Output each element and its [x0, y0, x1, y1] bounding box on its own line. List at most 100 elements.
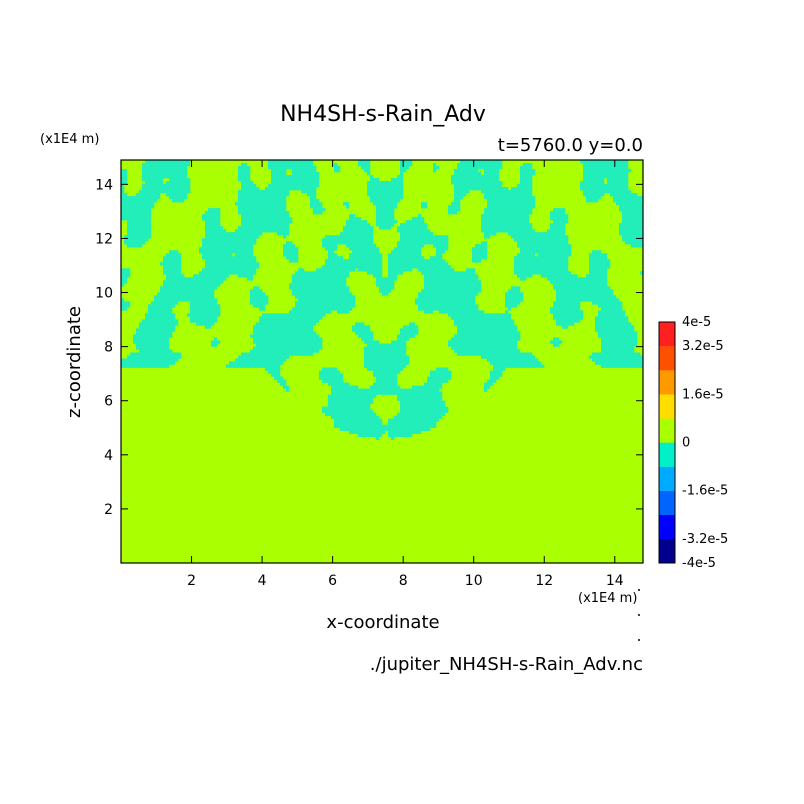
heatmap-cell-run	[505, 310, 509, 314]
heatmap-cell-run	[397, 229, 431, 233]
heatmap-cell-run	[379, 226, 392, 230]
heatmap-cell-run	[430, 256, 443, 260]
heatmap-cell-run	[163, 256, 182, 260]
heatmap-cell-run	[601, 307, 623, 311]
heatmap-cell-run	[514, 238, 569, 242]
heatmap-cell-run	[250, 301, 269, 305]
y-tick-label: 2	[104, 502, 113, 518]
heatmap-cell-run	[292, 277, 347, 281]
heatmap-cell-run	[121, 358, 179, 362]
heatmap-cell-run	[319, 373, 344, 377]
heatmap-cell-run	[346, 220, 368, 224]
heatmap-cell-run	[400, 406, 449, 410]
heatmap-cell-run	[550, 214, 569, 218]
heatmap-cell-run	[121, 277, 128, 281]
heatmap-cell-run	[241, 220, 293, 224]
heatmap-cell-run	[121, 274, 131, 278]
heatmap-cell-run	[430, 373, 452, 377]
heatmap-cell-run	[364, 169, 371, 173]
heatmap-cell-run	[484, 385, 491, 389]
heatmap-cell-run	[253, 286, 260, 290]
heatmap-cell-run	[376, 379, 398, 383]
heatmap-cell-run	[169, 196, 188, 200]
heatmap-cell-run	[367, 271, 383, 275]
heatmap-cell-run	[391, 250, 422, 254]
heatmap-cell-run	[202, 217, 221, 221]
heatmap-cell-run	[154, 298, 218, 302]
colorbar-segment	[659, 322, 675, 347]
heatmap-cell-run	[514, 262, 569, 266]
x-tick-label: 4	[258, 573, 267, 589]
heatmap-cell-run	[148, 304, 176, 308]
heatmap-cell-run	[292, 169, 317, 173]
heatmap-cell-run	[241, 223, 290, 227]
heatmap-cell-run	[211, 343, 218, 347]
heatmap-cell-run	[400, 409, 449, 413]
heatmap-cell-run	[346, 223, 371, 227]
x-tick-label: 12	[535, 573, 553, 589]
heatmap-cell-run	[589, 259, 611, 263]
heatmap-cell-run	[622, 217, 644, 221]
heatmap-cell-run	[622, 235, 644, 239]
heatmap-cell-run	[250, 298, 269, 302]
heatmap-cell-run	[325, 235, 374, 239]
heatmap-cell-run	[373, 370, 401, 374]
heatmap-cell-run	[163, 271, 182, 275]
heatmap-cell-run	[472, 259, 482, 263]
heatmap-cell-run	[253, 340, 323, 344]
heatmap-cell-run	[505, 304, 518, 308]
heatmap-cell-run	[121, 271, 131, 275]
heatmap-cell-run	[238, 355, 290, 359]
heatmap-cell-run	[454, 349, 521, 353]
heatmap-cell-run	[139, 190, 191, 194]
heatmap-cell-run	[601, 343, 638, 347]
colorbar-tick-label: 4e-5	[682, 315, 711, 330]
colorbar-tick-label: 3.2e-5	[682, 339, 724, 354]
heatmap-cell-run	[205, 223, 221, 227]
heatmap-cell-run	[376, 211, 395, 215]
colorbar-segment	[659, 538, 675, 564]
heatmap-cell-run	[601, 340, 638, 344]
heatmap-cell-run	[433, 169, 437, 173]
heatmap-cell-run	[205, 226, 224, 230]
x-tick-label: 6	[328, 573, 337, 589]
heatmap-cell-run	[283, 244, 296, 248]
colorbar-segment	[659, 418, 675, 443]
heatmap-cell-run	[553, 337, 560, 341]
heatmap-cell-run	[121, 307, 128, 311]
heatmap-cell-run	[508, 307, 512, 311]
heatmap-cell-run	[475, 244, 488, 248]
heatmap-cell-run	[286, 241, 293, 245]
heatmap-cell-run	[358, 433, 383, 437]
heatmap-cell-run	[295, 304, 356, 308]
heatmap-cell-run	[256, 322, 317, 326]
heatmap-cell-run	[379, 289, 392, 293]
heatmap-cell-run	[319, 370, 341, 374]
heatmap-cell-run	[268, 163, 314, 167]
heatmap-cell-run	[595, 319, 629, 323]
heatmap-cell-run	[595, 316, 629, 320]
heatmap-cell-run	[622, 220, 644, 224]
heatmap-cell-run	[325, 412, 377, 416]
heatmap-cell-run	[322, 238, 374, 242]
heatmap-cell-run	[121, 364, 170, 368]
heatmap-cell-run	[550, 223, 566, 227]
heatmap-cell-run	[601, 337, 638, 341]
heatmap-cell-run	[424, 310, 434, 314]
heatmap-cell-run	[493, 367, 506, 371]
heatmap-cell-run	[121, 268, 131, 272]
heatmap-cell-run	[364, 349, 407, 353]
heatmap-cell-run	[226, 364, 281, 368]
heatmap-cell-run	[424, 286, 482, 290]
heatmap-cell-run	[331, 415, 380, 419]
colorbar-labels: -4e-5 -3.2e-5 -1.6e-5 0 1.6e-5 3.2e-5 4e-5	[682, 315, 728, 571]
heatmap-cell-run	[292, 172, 320, 176]
heatmap-cell-run	[484, 232, 497, 236]
heatmap-cell-run	[589, 268, 608, 272]
heatmap-cell-run	[241, 163, 248, 167]
heatmap-cell-run	[289, 286, 350, 290]
heatmap-cell-run	[517, 184, 533, 188]
heatmap-cell-run	[292, 289, 350, 293]
chart-title: NH4SH-s-Rain_Adv	[280, 102, 486, 127]
heatmap-cell-run	[601, 346, 635, 350]
